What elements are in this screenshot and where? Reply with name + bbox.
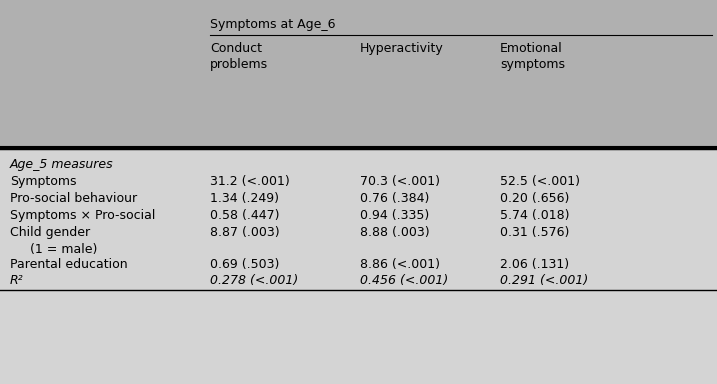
Text: 0.291 (<.001): 0.291 (<.001)	[500, 274, 588, 287]
Text: Child gender: Child gender	[10, 226, 90, 239]
Text: 0.31 (.576): 0.31 (.576)	[500, 226, 569, 239]
Text: 0.456 (<.001): 0.456 (<.001)	[360, 274, 448, 287]
Text: R²: R²	[10, 274, 24, 287]
Text: 31.2 (<.001): 31.2 (<.001)	[210, 175, 290, 188]
Text: 1.34 (.249): 1.34 (.249)	[210, 192, 279, 205]
Text: Emotional
symptoms: Emotional symptoms	[500, 42, 565, 71]
Text: 70.3 (<.001): 70.3 (<.001)	[360, 175, 440, 188]
Text: 5.74 (.018): 5.74 (.018)	[500, 209, 569, 222]
Text: Symptoms at Age_6: Symptoms at Age_6	[210, 18, 336, 31]
Text: 0.20 (.656): 0.20 (.656)	[500, 192, 569, 205]
Text: (1 = male): (1 = male)	[18, 243, 98, 256]
Text: 0.58 (.447): 0.58 (.447)	[210, 209, 280, 222]
Text: 2.06 (.131): 2.06 (.131)	[500, 258, 569, 271]
Text: Conduct
problems: Conduct problems	[210, 42, 268, 71]
Text: 52.5 (<.001): 52.5 (<.001)	[500, 175, 580, 188]
Text: Age_5 measures: Age_5 measures	[10, 158, 113, 171]
Text: 0.76 (.384): 0.76 (.384)	[360, 192, 429, 205]
Text: 0.278 (<.001): 0.278 (<.001)	[210, 274, 298, 287]
Text: 0.94 (.335): 0.94 (.335)	[360, 209, 429, 222]
Text: Parental education: Parental education	[10, 258, 128, 271]
Text: 8.86 (<.001): 8.86 (<.001)	[360, 258, 440, 271]
Text: Hyperactivity: Hyperactivity	[360, 42, 444, 55]
Text: Symptoms: Symptoms	[10, 175, 77, 188]
Text: Symptoms × Pro-social: Symptoms × Pro-social	[10, 209, 156, 222]
Text: 8.88 (.003): 8.88 (.003)	[360, 226, 429, 239]
Text: 8.87 (.003): 8.87 (.003)	[210, 226, 280, 239]
Text: 0.69 (.503): 0.69 (.503)	[210, 258, 280, 271]
Text: Pro-social behaviour: Pro-social behaviour	[10, 192, 137, 205]
Bar	[0, 0, 717, 148]
